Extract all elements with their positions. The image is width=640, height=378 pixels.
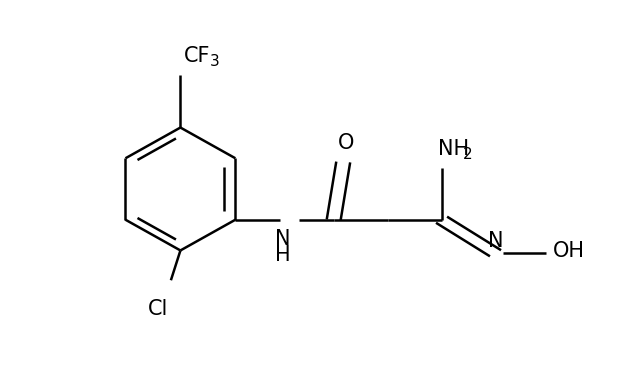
Text: N: N [488, 231, 503, 251]
Text: CF: CF [184, 46, 210, 66]
Text: Cl: Cl [148, 299, 168, 319]
Text: 2: 2 [463, 147, 472, 162]
Text: O: O [338, 133, 355, 153]
Text: N: N [275, 229, 291, 249]
Text: H: H [275, 245, 291, 265]
Text: OH: OH [552, 242, 584, 261]
Text: 3: 3 [211, 54, 220, 69]
Text: NH: NH [438, 139, 470, 160]
